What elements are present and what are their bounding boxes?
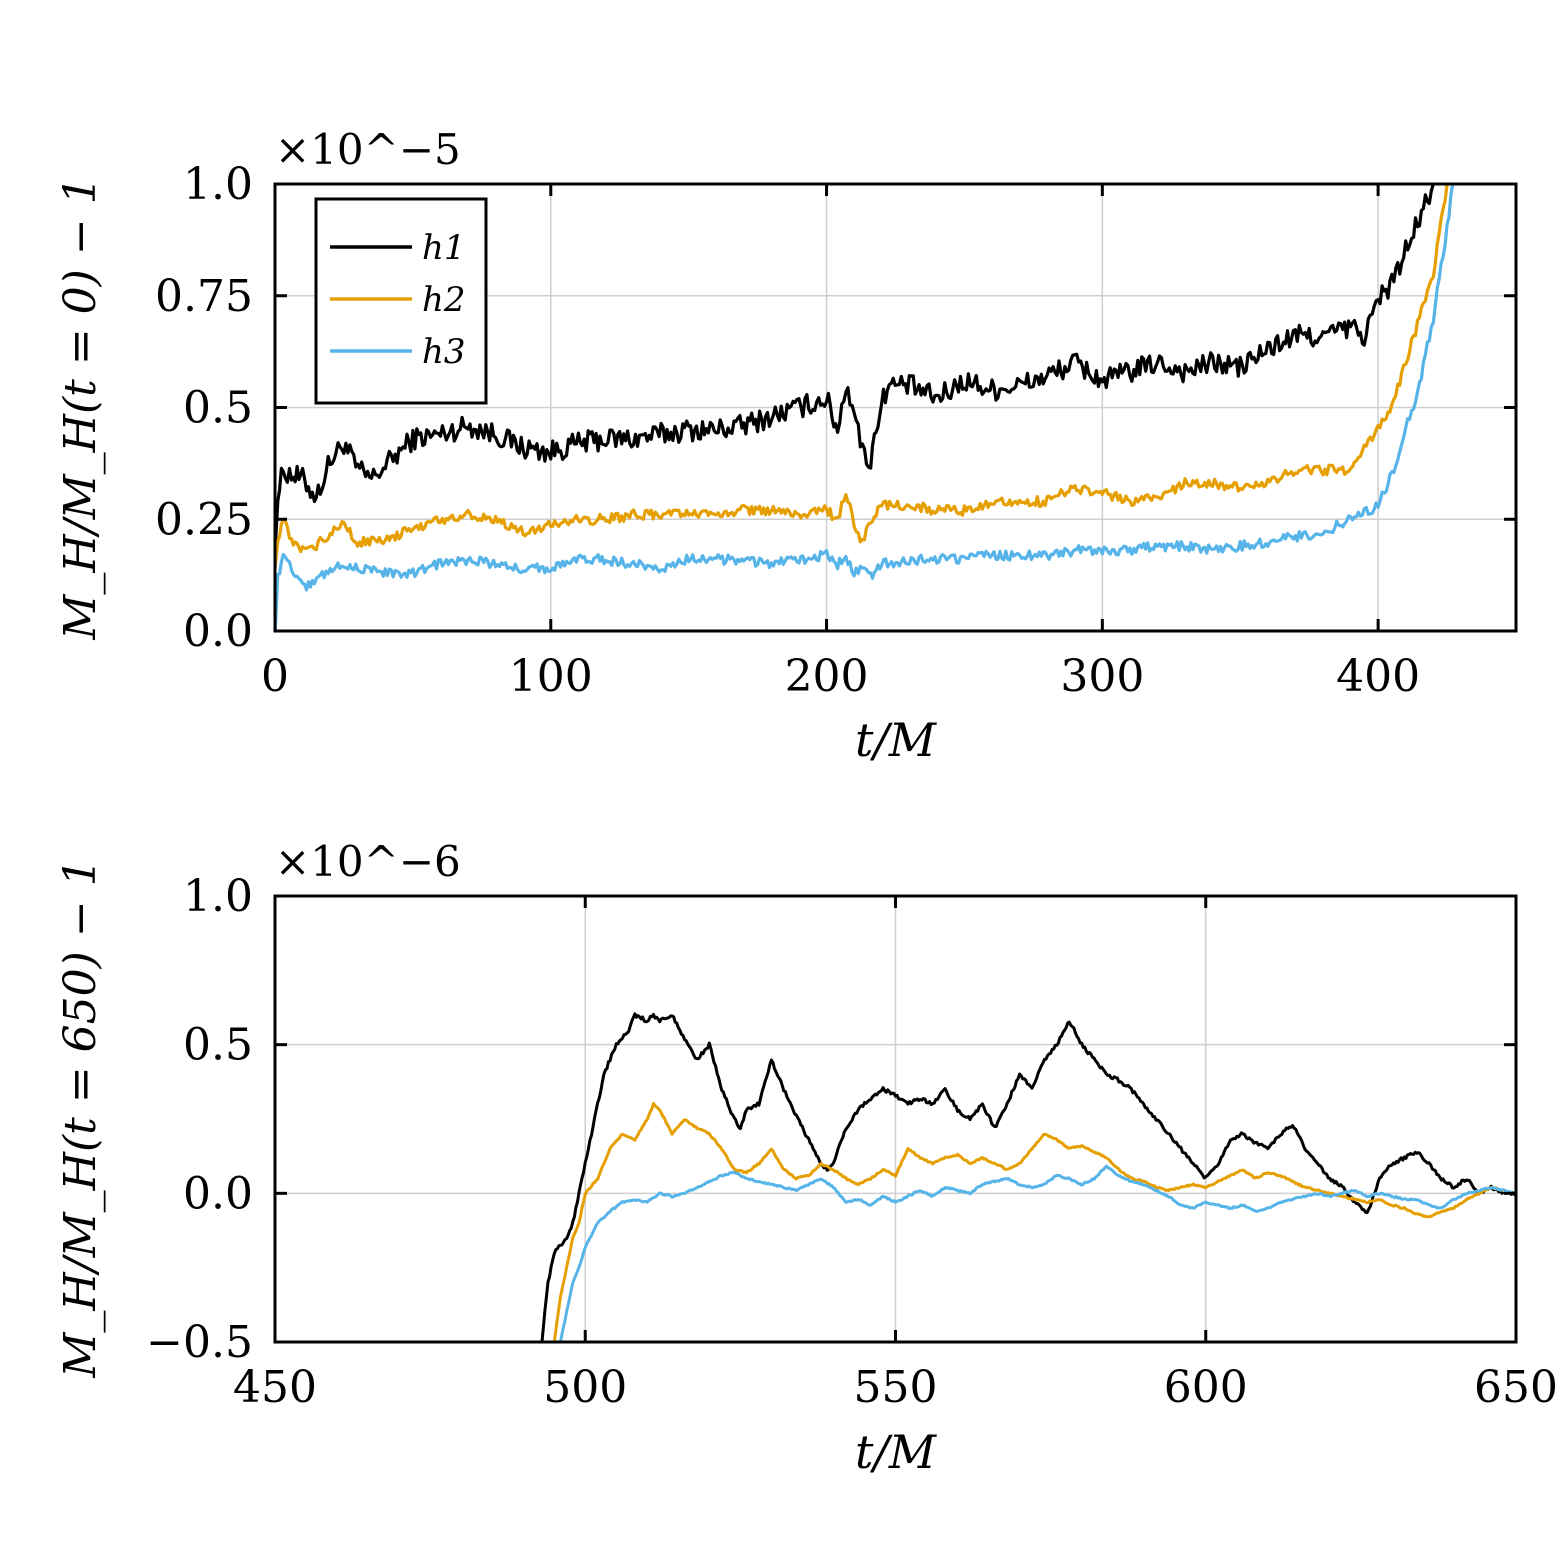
legend-label-h2: h2 [422, 280, 466, 320]
y-tick-label: 0.75 [155, 271, 253, 322]
y-axis-label: M_H/M_H(t = 0) − 1 [55, 176, 106, 640]
panel-1: 0 100 200 300 400 0.0 0.25 0.5 0.75 1.0 ×10^−5 t/M M… [55, 125, 1518, 767]
y-tick-label: −0.5 [146, 1317, 253, 1368]
legend-label-h3: h3 [422, 332, 466, 372]
x-tick-label: 200 [785, 651, 869, 702]
series-line-h2 [552, 1101, 1516, 1342]
x-tick-label: 500 [543, 1362, 627, 1413]
series-line-h3 [559, 1164, 1516, 1342]
panel-2: 450 500 550 600 650 −0.5 0.0 0.5 1.0 ×10^−6 t/M M_H… [55, 837, 1558, 1479]
axis-exponent: ×10^−6 [275, 837, 461, 886]
x-axis-label: t/M [855, 1425, 938, 1479]
y-tick-label: 1.0 [183, 159, 253, 210]
series-line-h1 [275, 184, 1435, 553]
y-tick-label: 1.0 [183, 871, 253, 922]
y-tick-label: 0.5 [183, 383, 253, 434]
series-line-h1 [540, 1012, 1516, 1342]
x-tick-label: 450 [233, 1362, 317, 1413]
series-line-h2 [275, 184, 1449, 570]
x-tick-label: 0 [261, 651, 289, 702]
x-tick-label: 100 [509, 651, 593, 702]
x-tick-label: 300 [1060, 651, 1144, 702]
y-tick-label: 0.0 [183, 606, 253, 657]
y-axis-label: M_H/M_H(t = 650) − 1 [55, 858, 106, 1378]
legend: h1 h2 h3 [314, 197, 488, 405]
x-tick-label: 650 [1474, 1362, 1558, 1413]
y-tick-label: 0.5 [183, 1020, 253, 1071]
x-tick-label: 600 [1164, 1362, 1248, 1413]
legend-label-h1: h1 [422, 228, 466, 268]
series-line-h3 [275, 184, 1455, 631]
axis-exponent: ×10^−5 [275, 125, 461, 174]
x-tick-label: 400 [1336, 651, 1420, 702]
x-axis-label: t/M [855, 713, 938, 767]
y-tick-label: 0.25 [155, 494, 253, 545]
y-tick-label: 0.0 [183, 1168, 253, 1219]
legend-box [314, 197, 488, 405]
x-tick-label: 550 [854, 1362, 938, 1413]
